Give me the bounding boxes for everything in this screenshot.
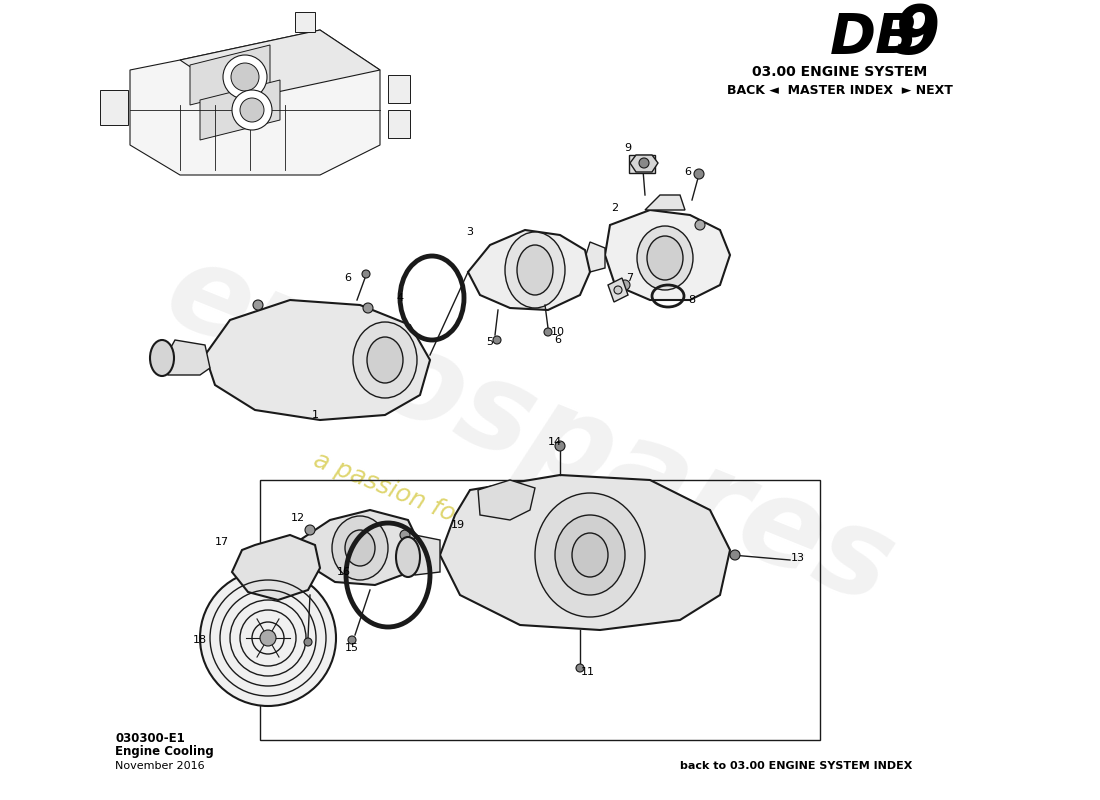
Circle shape bbox=[363, 303, 373, 313]
Ellipse shape bbox=[345, 530, 375, 566]
Circle shape bbox=[620, 280, 630, 290]
Ellipse shape bbox=[332, 516, 388, 580]
Circle shape bbox=[614, 286, 622, 294]
Text: 6: 6 bbox=[554, 335, 561, 345]
Polygon shape bbox=[440, 475, 730, 630]
Ellipse shape bbox=[367, 337, 403, 383]
Circle shape bbox=[348, 636, 356, 644]
Polygon shape bbox=[630, 155, 658, 172]
Circle shape bbox=[200, 570, 336, 706]
Polygon shape bbox=[608, 278, 628, 302]
Text: 6: 6 bbox=[684, 167, 692, 177]
Text: 9: 9 bbox=[893, 2, 939, 68]
Circle shape bbox=[695, 220, 705, 230]
Polygon shape bbox=[468, 230, 590, 310]
Polygon shape bbox=[180, 30, 380, 100]
Text: 03.00 ENGINE SYSTEM: 03.00 ENGINE SYSTEM bbox=[752, 65, 927, 79]
Polygon shape bbox=[585, 242, 605, 272]
Ellipse shape bbox=[647, 236, 683, 280]
Ellipse shape bbox=[505, 232, 565, 308]
Text: 12: 12 bbox=[290, 513, 305, 523]
Bar bbox=[629, 155, 654, 173]
Bar bbox=[295, 12, 315, 32]
Circle shape bbox=[304, 638, 312, 646]
Text: November 2016: November 2016 bbox=[116, 761, 205, 771]
Text: back to 03.00 ENGINE SYSTEM INDEX: back to 03.00 ENGINE SYSTEM INDEX bbox=[680, 761, 912, 771]
Ellipse shape bbox=[517, 245, 553, 295]
Circle shape bbox=[694, 169, 704, 179]
Circle shape bbox=[362, 270, 370, 278]
Text: eurospares: eurospares bbox=[150, 231, 910, 629]
Polygon shape bbox=[645, 195, 685, 210]
Ellipse shape bbox=[353, 322, 417, 398]
Text: 030300-E1: 030300-E1 bbox=[116, 731, 185, 745]
Text: 3: 3 bbox=[466, 227, 473, 237]
Circle shape bbox=[556, 441, 565, 451]
Circle shape bbox=[576, 664, 584, 672]
Bar bbox=[388, 75, 410, 103]
Circle shape bbox=[223, 55, 267, 99]
Text: BACK ◄  MASTER INDEX  ► NEXT: BACK ◄ MASTER INDEX ► NEXT bbox=[727, 83, 953, 97]
Polygon shape bbox=[165, 340, 210, 375]
Text: 19: 19 bbox=[451, 520, 465, 530]
Polygon shape bbox=[300, 510, 420, 585]
Circle shape bbox=[730, 550, 740, 560]
Text: DB: DB bbox=[830, 11, 918, 65]
Polygon shape bbox=[200, 80, 280, 140]
Text: 17: 17 bbox=[214, 537, 229, 547]
Text: 18: 18 bbox=[192, 635, 207, 645]
Bar bbox=[260, 480, 820, 740]
Text: 13: 13 bbox=[791, 553, 805, 563]
Polygon shape bbox=[478, 480, 535, 520]
Text: Engine Cooling: Engine Cooling bbox=[116, 746, 213, 758]
Ellipse shape bbox=[535, 493, 645, 617]
Circle shape bbox=[260, 630, 276, 646]
Text: a passion for parts since 1985: a passion for parts since 1985 bbox=[310, 448, 670, 612]
Ellipse shape bbox=[572, 533, 608, 577]
Circle shape bbox=[232, 90, 272, 130]
Ellipse shape bbox=[150, 340, 174, 376]
Circle shape bbox=[305, 525, 315, 535]
Circle shape bbox=[400, 530, 410, 540]
Circle shape bbox=[231, 63, 258, 91]
Text: 6: 6 bbox=[344, 273, 352, 283]
Polygon shape bbox=[232, 535, 320, 600]
Polygon shape bbox=[205, 300, 430, 420]
Polygon shape bbox=[130, 30, 380, 175]
Circle shape bbox=[493, 336, 500, 344]
Polygon shape bbox=[410, 535, 440, 575]
Text: 14: 14 bbox=[548, 437, 562, 447]
Text: 10: 10 bbox=[551, 327, 565, 337]
Circle shape bbox=[639, 158, 649, 168]
Bar bbox=[388, 110, 410, 138]
Text: 1: 1 bbox=[311, 410, 319, 420]
Circle shape bbox=[253, 300, 263, 310]
Text: 9: 9 bbox=[625, 143, 631, 153]
Text: 2: 2 bbox=[612, 203, 618, 213]
Ellipse shape bbox=[556, 515, 625, 595]
Text: 15: 15 bbox=[345, 643, 359, 653]
Polygon shape bbox=[190, 45, 270, 105]
Ellipse shape bbox=[396, 537, 420, 577]
Text: 8: 8 bbox=[689, 295, 695, 305]
Text: 11: 11 bbox=[581, 667, 595, 677]
Text: 16: 16 bbox=[337, 567, 351, 577]
Text: 5: 5 bbox=[486, 337, 494, 347]
Circle shape bbox=[544, 328, 552, 336]
Text: 4: 4 bbox=[396, 293, 404, 303]
Circle shape bbox=[240, 98, 264, 122]
Ellipse shape bbox=[637, 226, 693, 290]
Bar bbox=[100, 90, 128, 125]
Polygon shape bbox=[605, 210, 730, 300]
Text: 7: 7 bbox=[626, 273, 634, 283]
